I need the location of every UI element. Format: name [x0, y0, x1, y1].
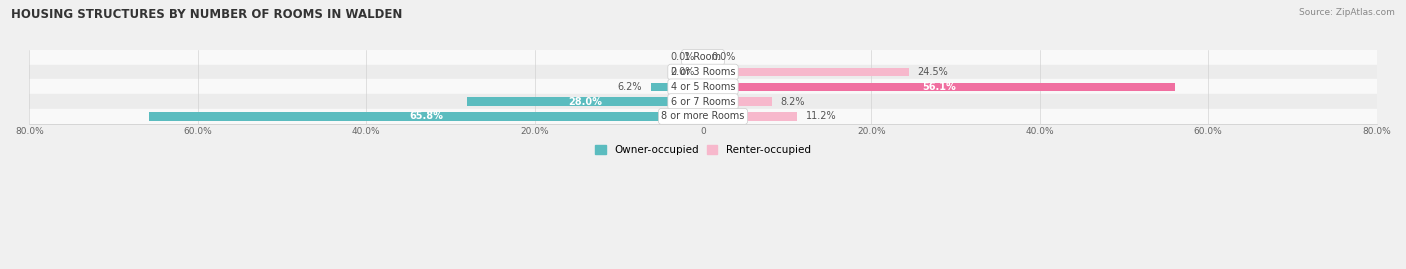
- Bar: [703, 112, 797, 121]
- Text: 65.8%: 65.8%: [409, 111, 443, 121]
- Bar: [30, 94, 1376, 109]
- Text: 1 Room: 1 Room: [685, 52, 721, 62]
- Text: 0.0%: 0.0%: [671, 52, 695, 62]
- Text: 56.1%: 56.1%: [922, 82, 956, 92]
- Text: HOUSING STRUCTURES BY NUMBER OF ROOMS IN WALDEN: HOUSING STRUCTURES BY NUMBER OF ROOMS IN…: [11, 8, 402, 21]
- Bar: [149, 112, 703, 121]
- Legend: Owner-occupied, Renter-occupied: Owner-occupied, Renter-occupied: [591, 141, 815, 159]
- Bar: [30, 65, 1376, 79]
- Text: 2 or 3 Rooms: 2 or 3 Rooms: [671, 67, 735, 77]
- Text: 6 or 7 Rooms: 6 or 7 Rooms: [671, 97, 735, 107]
- Text: 8 or more Rooms: 8 or more Rooms: [661, 111, 745, 121]
- Bar: [651, 83, 703, 91]
- Bar: [703, 97, 772, 106]
- Text: 0.0%: 0.0%: [711, 52, 735, 62]
- Text: 0.0%: 0.0%: [671, 67, 695, 77]
- Text: 28.0%: 28.0%: [568, 97, 602, 107]
- Bar: [703, 68, 910, 76]
- Text: 24.5%: 24.5%: [918, 67, 949, 77]
- Text: 11.2%: 11.2%: [806, 111, 837, 121]
- Bar: [30, 109, 1376, 124]
- Bar: [467, 97, 703, 106]
- Bar: [30, 79, 1376, 94]
- Bar: [703, 83, 1175, 91]
- Text: Source: ZipAtlas.com: Source: ZipAtlas.com: [1299, 8, 1395, 17]
- Bar: [30, 50, 1376, 65]
- Text: 4 or 5 Rooms: 4 or 5 Rooms: [671, 82, 735, 92]
- Text: 6.2%: 6.2%: [617, 82, 643, 92]
- Text: 8.2%: 8.2%: [780, 97, 806, 107]
